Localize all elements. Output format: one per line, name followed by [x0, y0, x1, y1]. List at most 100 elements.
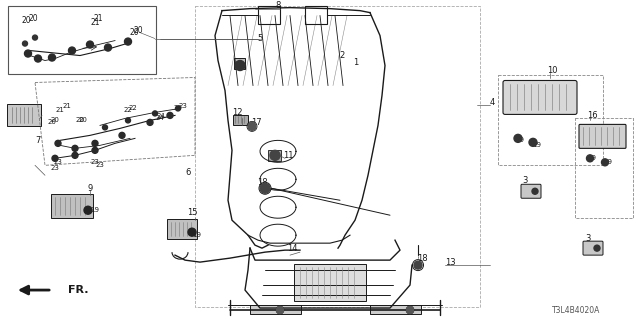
- Circle shape: [167, 112, 173, 118]
- Circle shape: [594, 245, 600, 251]
- Circle shape: [406, 307, 413, 314]
- Circle shape: [532, 188, 538, 194]
- FancyBboxPatch shape: [250, 305, 301, 314]
- Text: 20: 20: [28, 14, 38, 23]
- Bar: [498, 76, 603, 165]
- Text: 16: 16: [587, 111, 597, 120]
- Circle shape: [92, 147, 98, 153]
- FancyBboxPatch shape: [232, 115, 248, 125]
- Text: 7: 7: [35, 136, 41, 145]
- Text: 19: 19: [588, 155, 596, 161]
- Text: 1: 1: [353, 58, 358, 67]
- Text: 23: 23: [51, 165, 60, 171]
- FancyBboxPatch shape: [268, 150, 280, 161]
- Circle shape: [188, 228, 196, 236]
- Text: 3: 3: [522, 176, 528, 185]
- Circle shape: [125, 118, 131, 123]
- Text: 23: 23: [95, 162, 104, 168]
- Text: T3L4B4020A: T3L4B4020A: [552, 306, 600, 315]
- Text: 20: 20: [79, 117, 88, 124]
- Text: 22: 22: [129, 105, 138, 111]
- Text: 19: 19: [604, 159, 612, 165]
- Text: 19: 19: [515, 137, 525, 143]
- Text: 21: 21: [63, 103, 72, 109]
- FancyBboxPatch shape: [369, 305, 420, 314]
- Circle shape: [529, 138, 537, 146]
- Circle shape: [49, 54, 56, 61]
- Text: 23: 23: [179, 103, 188, 109]
- Circle shape: [602, 159, 609, 166]
- Circle shape: [125, 38, 131, 45]
- Circle shape: [33, 35, 38, 40]
- Bar: [8, 6, 156, 74]
- Bar: [195, 6, 480, 307]
- Circle shape: [276, 307, 284, 314]
- Circle shape: [35, 55, 42, 62]
- Circle shape: [514, 134, 522, 142]
- Circle shape: [22, 41, 28, 46]
- Text: FR.: FR.: [68, 285, 88, 295]
- Circle shape: [147, 119, 153, 125]
- Text: 22: 22: [124, 108, 132, 113]
- Circle shape: [104, 44, 111, 51]
- Text: 20: 20: [47, 119, 56, 125]
- FancyBboxPatch shape: [579, 124, 626, 148]
- Circle shape: [86, 41, 93, 48]
- Text: 20: 20: [133, 26, 143, 35]
- FancyBboxPatch shape: [51, 194, 93, 218]
- FancyBboxPatch shape: [7, 104, 41, 126]
- Text: 17: 17: [251, 118, 261, 127]
- Text: 24: 24: [157, 113, 165, 119]
- Circle shape: [586, 155, 593, 162]
- Circle shape: [52, 155, 58, 161]
- Text: 21: 21: [56, 108, 65, 113]
- Text: 14: 14: [287, 244, 297, 253]
- Circle shape: [260, 183, 270, 193]
- Text: 12: 12: [232, 108, 243, 117]
- FancyBboxPatch shape: [503, 81, 577, 115]
- Text: 24: 24: [156, 116, 164, 121]
- Bar: [258, 6, 280, 24]
- Circle shape: [24, 50, 31, 57]
- Circle shape: [152, 111, 157, 116]
- Text: 20: 20: [76, 117, 84, 124]
- Bar: [575, 118, 633, 218]
- Text: 23: 23: [54, 159, 63, 165]
- Circle shape: [270, 150, 280, 160]
- Text: 4: 4: [490, 98, 495, 107]
- FancyBboxPatch shape: [234, 58, 244, 69]
- FancyBboxPatch shape: [167, 219, 197, 239]
- Text: 19: 19: [90, 207, 99, 213]
- Circle shape: [92, 140, 98, 146]
- Circle shape: [414, 261, 422, 269]
- Circle shape: [84, 206, 92, 214]
- Text: 20: 20: [129, 28, 139, 37]
- Text: 19: 19: [532, 142, 541, 148]
- Text: 2: 2: [339, 51, 344, 60]
- Bar: [305, 6, 327, 24]
- Text: 5: 5: [257, 34, 262, 43]
- Circle shape: [119, 132, 125, 138]
- Text: 3: 3: [586, 234, 591, 243]
- Circle shape: [72, 145, 78, 151]
- Text: 18: 18: [257, 178, 268, 187]
- FancyBboxPatch shape: [521, 184, 541, 198]
- Circle shape: [102, 125, 108, 130]
- Text: 9: 9: [88, 184, 93, 193]
- Text: 6: 6: [186, 168, 191, 177]
- Text: 11: 11: [283, 151, 293, 160]
- Text: 20: 20: [51, 117, 60, 124]
- Text: 23: 23: [91, 159, 99, 165]
- Text: 8: 8: [275, 1, 281, 10]
- Circle shape: [68, 47, 76, 54]
- Text: 19: 19: [193, 232, 202, 238]
- Text: 18: 18: [417, 254, 428, 263]
- Text: 15: 15: [187, 208, 197, 217]
- Circle shape: [55, 140, 61, 146]
- Text: 13: 13: [445, 258, 455, 267]
- Circle shape: [235, 60, 245, 70]
- FancyBboxPatch shape: [294, 264, 366, 301]
- Circle shape: [248, 123, 256, 130]
- Text: 10: 10: [547, 66, 557, 75]
- Text: 21: 21: [90, 18, 100, 27]
